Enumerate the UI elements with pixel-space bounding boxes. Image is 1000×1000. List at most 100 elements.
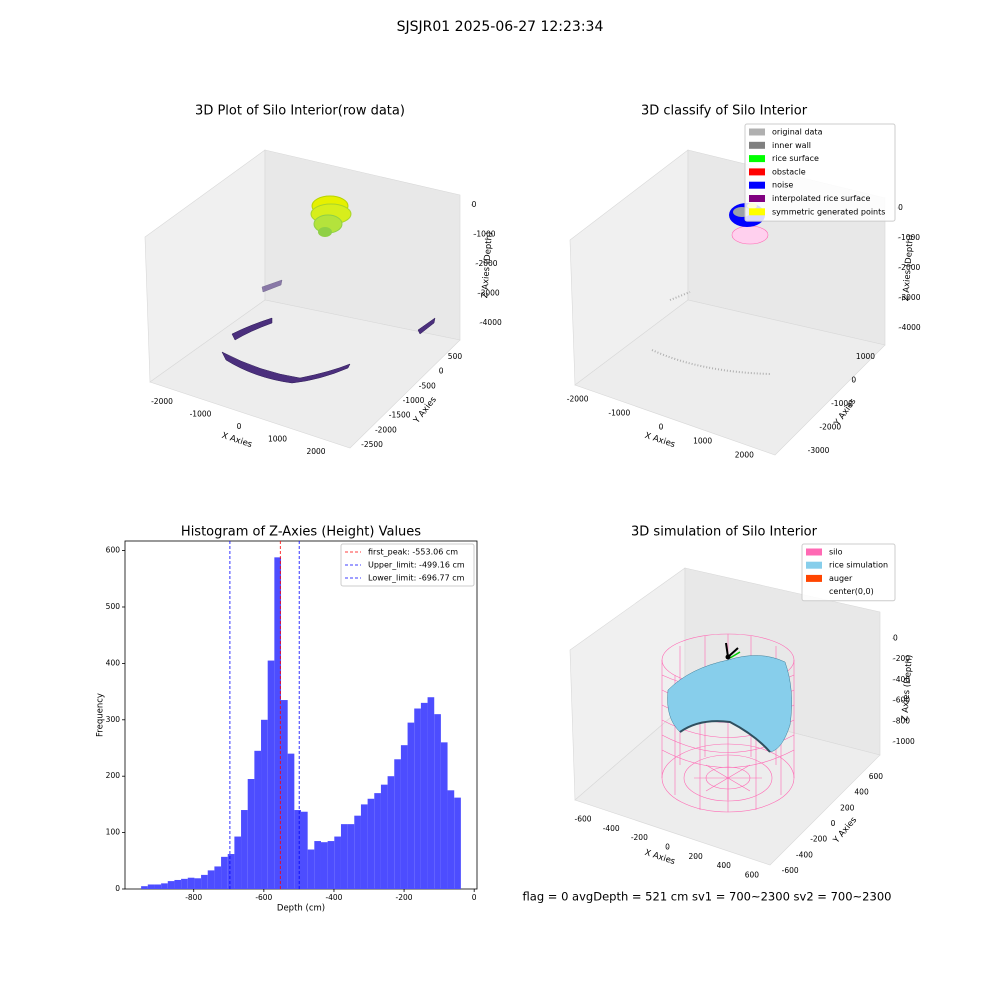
histogram-bar — [340, 824, 348, 889]
histogram-bar — [380, 784, 388, 889]
x-tick-mark — [582, 819, 584, 821]
histogram-bar — [287, 753, 295, 889]
z-tick-label: -600 — [893, 696, 910, 705]
y-tick-mark — [399, 415, 401, 417]
x-tick-label: -800 — [185, 893, 202, 902]
z-tick-mark — [477, 293, 479, 295]
y-tick-mark — [371, 444, 373, 446]
axis-pane — [574, 704, 881, 866]
z-tick-mark — [473, 233, 475, 235]
x-tick-label: -1000 — [190, 410, 212, 419]
y-tick-label: 100 — [106, 828, 121, 837]
y-tick-mark — [829, 426, 831, 428]
x-tick-label: 1000 — [268, 435, 287, 444]
z-tick-label: -400 — [893, 675, 910, 684]
legend-label: Upper_limit: -499.16 cm — [368, 561, 465, 570]
z-tick-mark — [479, 322, 481, 324]
y-tick-mark — [413, 400, 414, 402]
z-tick-label: -2000 — [476, 259, 498, 268]
x-tick-label: -600 — [255, 893, 272, 902]
histogram-bar — [420, 702, 428, 889]
z-tick-label: -2000 — [898, 263, 920, 272]
y-tick-label: 600 — [106, 546, 121, 555]
axis-pane — [574, 299, 886, 456]
z-axis-label: Z Axies (Depth) — [480, 231, 495, 298]
histogram-bar — [267, 660, 275, 889]
legend-label: rice surface — [772, 154, 819, 163]
chart-title: 3D simulation of Silo Interior — [631, 525, 818, 540]
z-tick-mark — [892, 679, 894, 681]
histogram-bar — [181, 878, 188, 889]
x-tick-mark — [618, 413, 620, 415]
y-tick-label: 600 — [869, 772, 884, 781]
histogram-bar — [274, 557, 282, 889]
y-tick-label: -400 — [796, 850, 813, 859]
z-tick-label: 0 — [898, 203, 903, 212]
histogram-bar — [400, 745, 408, 889]
legend-swatch — [749, 195, 765, 202]
x-tick-label: -400 — [603, 824, 620, 833]
y-tick-mark — [853, 380, 855, 382]
histogram-bar — [414, 708, 421, 889]
histogram-bar — [394, 759, 401, 889]
legend-label: symmetric generated points — [772, 207, 885, 216]
y-tick-label: -2000 — [375, 425, 397, 434]
x-tick-label: 0 — [665, 843, 670, 852]
histogram-bar — [360, 804, 368, 889]
chart-title: 3D Plot of Silo Interior(row data) — [195, 104, 405, 119]
x-tick-label: 0 — [659, 423, 664, 432]
legend-swatch — [749, 128, 765, 136]
z-axis-label: Z Axies (Depth) — [901, 234, 916, 301]
y-tick-label: -200 — [810, 835, 827, 844]
legend-label: original data — [772, 128, 823, 137]
x-tick-label: -400 — [325, 893, 342, 902]
y-tick-label: -1500 — [389, 411, 411, 420]
y-tick-label: -2500 — [361, 440, 383, 449]
x-axis-label: Depth (cm) — [277, 904, 325, 914]
x-tick-mark — [638, 837, 640, 839]
histogram-bar — [241, 810, 248, 889]
z-tick-label: -1000 — [898, 233, 920, 242]
legend-label: first_peak: -553.06 cm — [368, 548, 458, 557]
z-tick-mark — [897, 267, 899, 269]
histogram-bar — [154, 884, 162, 889]
x-tick-label: 2000 — [306, 447, 325, 456]
z-tick-label: -4000 — [480, 318, 502, 327]
z-tick-label: 0 — [472, 200, 477, 209]
z-tick-mark — [892, 637, 894, 639]
x-tick-mark — [577, 399, 579, 401]
y-tick-mark — [832, 823, 834, 825]
x-tick-label: -600 — [575, 815, 592, 824]
histogram-bar — [427, 697, 435, 889]
y-tick-label: 400 — [106, 658, 121, 667]
legend-label: obstacle — [772, 167, 806, 176]
x-tick-label: 600 — [745, 870, 760, 879]
axis-pane — [149, 299, 461, 449]
x-tick-label: -200 — [631, 833, 648, 842]
histogram-bar — [320, 842, 328, 889]
histogram-bar — [254, 750, 262, 889]
y-axis-label: Frequency — [96, 693, 106, 737]
histogram-bar — [387, 776, 395, 889]
histogram-bar — [247, 779, 255, 889]
z-axis-label: Z Axies (Depth) — [900, 654, 915, 721]
legend-label: center(0,0) — [829, 587, 874, 596]
x-axis-label: X Axies — [220, 431, 253, 450]
legend-swatch — [806, 548, 822, 556]
x-tick-label: 0 — [237, 422, 242, 431]
z-tick-mark — [898, 327, 900, 329]
y-tick-label: -1000 — [403, 396, 425, 405]
histogram-bar — [281, 700, 288, 889]
x-tick-mark — [238, 426, 240, 428]
legend-swatch — [749, 168, 765, 176]
histogram-bar — [227, 854, 235, 889]
x-tick-mark — [315, 451, 317, 453]
x-tick-label: 400 — [717, 861, 732, 870]
status-footer: flag = 0 avgDepth = 521 cm sv1 = 700~230… — [523, 890, 892, 904]
histogram-bar — [201, 874, 208, 889]
x-tick-label: 0 — [472, 893, 477, 902]
legend-label: rice simulation — [829, 561, 888, 570]
legend-label: Lower_limit: -696.77 cm — [368, 574, 465, 583]
x-tick-label: -2000 — [151, 397, 173, 406]
